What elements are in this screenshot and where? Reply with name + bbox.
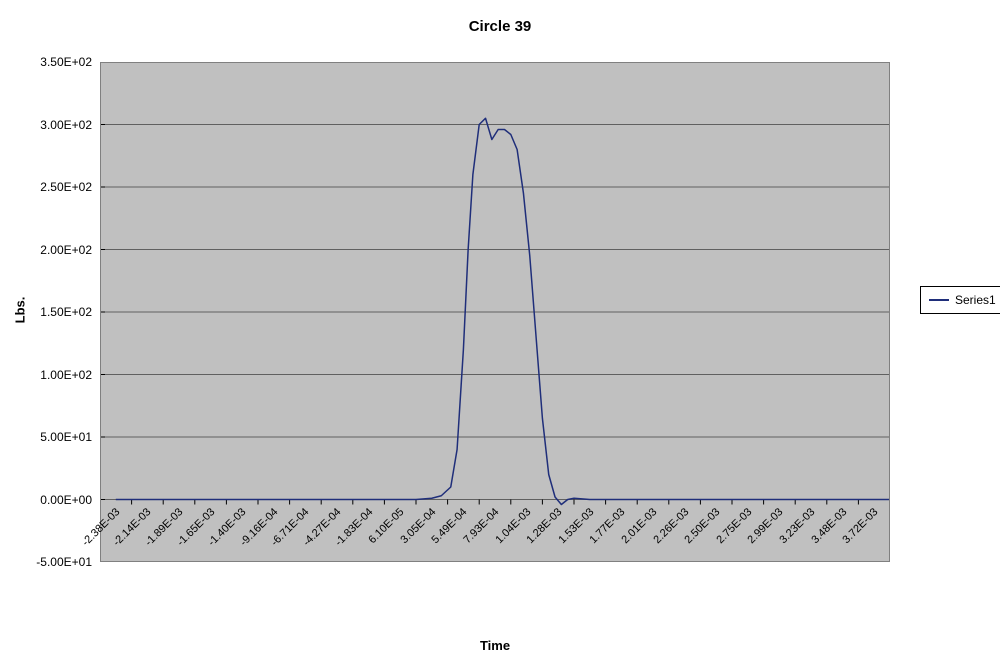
legend-label: Series1 bbox=[955, 293, 996, 307]
chart-title: Circle 39 bbox=[0, 18, 1000, 35]
plot-area: -5.00E+010.00E+005.00E+011.00E+021.50E+0… bbox=[100, 62, 890, 562]
y-tick-label: 1.50E+02 bbox=[40, 305, 92, 319]
y-tick-label: 0.00E+00 bbox=[40, 493, 92, 507]
y-tick-label: 2.00E+02 bbox=[40, 243, 92, 257]
y-tick-label: 3.00E+02 bbox=[40, 118, 92, 132]
x-axis-label: Time bbox=[480, 638, 510, 653]
y-tick-label: -5.00E+01 bbox=[36, 555, 92, 569]
legend-swatch bbox=[929, 299, 949, 301]
y-tick-label: 1.00E+02 bbox=[40, 368, 92, 382]
y-tick-label: 3.50E+02 bbox=[40, 55, 92, 69]
y-tick-label: 2.50E+02 bbox=[40, 180, 92, 194]
chart-svg bbox=[100, 62, 890, 562]
y-tick-label: 5.00E+01 bbox=[40, 430, 92, 444]
legend: Series1 bbox=[920, 286, 1000, 314]
y-axis-label: Lbs. bbox=[13, 297, 28, 324]
